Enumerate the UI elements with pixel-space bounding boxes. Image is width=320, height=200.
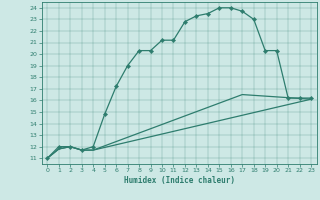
X-axis label: Humidex (Indice chaleur): Humidex (Indice chaleur): [124, 176, 235, 185]
